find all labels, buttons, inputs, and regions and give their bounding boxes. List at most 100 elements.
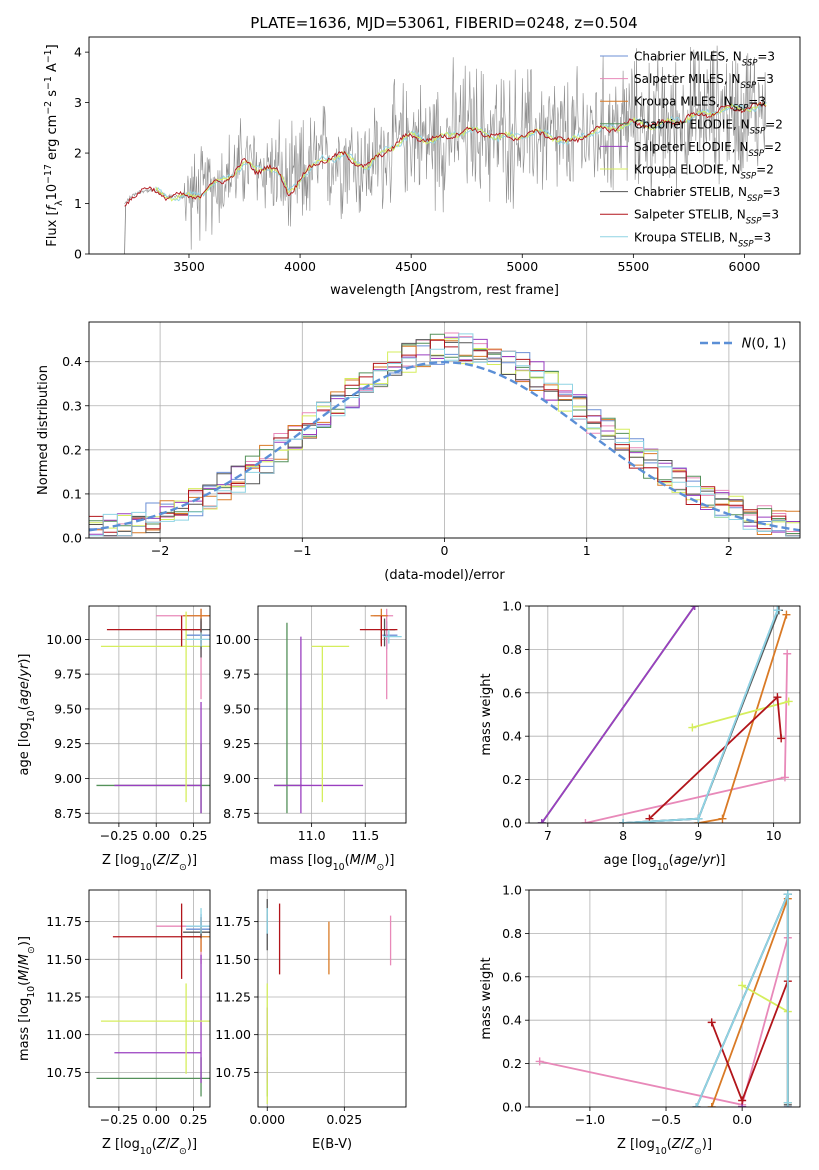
label-part: /	[17, 965, 32, 970]
legend-name: Chabrier MILES, N	[634, 50, 742, 64]
x-tick-label: −1.0	[575, 1112, 605, 1127]
label-part: /	[698, 853, 703, 868]
label-part: E(B-V)	[312, 1137, 352, 1152]
y-tick-label: 9.00	[54, 771, 82, 786]
legend-sub: SSP	[738, 239, 754, 249]
axes-residuals: −2 −1 0 1 2 0.0 0.1 0.2 0.3 0.4 (data-model)/error…	[36, 321, 801, 583]
x-tick-label: −0.25	[100, 828, 138, 843]
label-part: /	[166, 853, 171, 868]
y-tick-label: 0.2	[502, 1056, 522, 1071]
y-tick-label: 0.1	[62, 486, 82, 501]
legend-name: Chabrier ELODIE, N	[634, 117, 750, 131]
errorbar-kroupa-elodie	[100, 611, 210, 803]
legend-label-chabrier-miles: Chabrier MILES, NSSP=3	[634, 50, 775, 69]
label-part: f	[45, 203, 60, 210]
x-tick-label: 9	[694, 828, 702, 843]
y-axis-label: age [log10(age/yr)]	[17, 653, 37, 775]
label-part: 10	[655, 1146, 667, 1157]
y-tick-label: 4	[74, 45, 82, 60]
x-tick-label: 4000	[284, 259, 316, 274]
x-tick-label: 0.00	[142, 1112, 170, 1127]
x-tick-label: −1	[293, 543, 311, 558]
label-part: yr	[17, 662, 32, 678]
y-tick-label: 0	[74, 247, 82, 262]
y-tick-label: 11.00	[215, 1027, 251, 1042]
model-spectrum-line	[124, 101, 767, 207]
legend-name: Kroupa MILES, N	[634, 95, 733, 109]
x-tick-label: 11.0	[298, 828, 326, 843]
label-part: Z	[156, 853, 167, 868]
y-tick-label: 11.75	[46, 914, 82, 929]
legend-count: =3	[748, 95, 766, 109]
weight-series-kroupa-stelib	[692, 890, 792, 1107]
y-tick-label: 0.8	[502, 926, 522, 941]
label-part: 10	[140, 862, 152, 873]
weight-marker	[773, 606, 782, 615]
label-part: )]	[187, 853, 197, 868]
legend-count: =3	[763, 185, 781, 199]
x-tick-label: 0.025	[326, 1112, 362, 1127]
legend-name: Kroupa ELODIE, N	[634, 163, 741, 177]
label-part: Z [log	[102, 1137, 140, 1152]
label-part: Z [log	[617, 1137, 655, 1152]
x-tick-label: 5000	[506, 259, 538, 274]
label-part: Z	[671, 1137, 682, 1152]
x-axis-label: (data-model)/error	[384, 568, 505, 583]
y-tick-label: 1.0	[502, 883, 522, 898]
y-axis-label: mass weight	[479, 673, 494, 755]
axes-frame	[528, 605, 801, 824]
label-part: ⊙	[377, 862, 385, 873]
weight-marker	[707, 1018, 716, 1027]
plots-layer: 3500 4000 4500 5000 5500 6000 0 1 2 3 4 wavelength …	[17, 36, 801, 1157]
legend-sub: SSP	[741, 81, 757, 91]
y-tick-label: 8.75	[223, 806, 251, 821]
axes-frame	[257, 889, 407, 1108]
label-part: /	[361, 853, 366, 868]
label-part: M	[17, 970, 32, 981]
y-tick-label: 9.75	[54, 667, 82, 682]
label-part: (	[17, 981, 32, 986]
label-part: erg cm	[45, 115, 60, 164]
x-tick-label: −0.25	[100, 1112, 138, 1127]
x-axis-label: E(B-V)	[312, 1137, 352, 1152]
label-part: /	[17, 676, 32, 681]
weight-marker	[619, 819, 628, 823]
label-part: )]	[702, 1137, 712, 1152]
legend-name: Chabrier STELIB, N	[634, 185, 747, 199]
weight-series-kroupa-stelib	[619, 606, 782, 823]
legend-sub: SSP	[750, 126, 766, 136]
errorbar-salpeter-stelib	[359, 615, 398, 647]
axes-spectrum: 3500 4000 4500 5000 5500 6000 0 1 2 3 4 wavelength …	[43, 36, 801, 298]
errorbar-salpeter-elodie	[274, 636, 364, 814]
plot-area-residuals	[89, 332, 800, 537]
axes-age-vs-mass: 11.0 11.5 8.75 9.00 9.25 9.50 9.75 10.00 mass [l…	[215, 605, 407, 873]
legend-sub: SSP	[746, 217, 762, 227]
errorbar-kroupa-stelib	[186, 908, 210, 934]
label-part: Z	[169, 853, 180, 868]
y-tick-label: 0.0	[62, 531, 82, 546]
label-part: (	[669, 853, 674, 868]
label-part: )]	[187, 1137, 197, 1152]
x-axis-label: Z [log10(Z/Z⊙)]	[102, 1137, 197, 1157]
label-part: 10	[333, 862, 345, 873]
y-tick-label: 0.4	[502, 729, 522, 744]
weight-marker	[738, 981, 747, 990]
label-part: age [log	[17, 722, 32, 775]
errorbar-kroupa-elodie	[100, 983, 210, 1074]
axes-mass-vs-EBV: 0.000 0.025 10.75 11.00 11.25 11.50 11.75 E(B-V…	[215, 889, 407, 1152]
legend-label-normal: N(0, 1)	[742, 337, 787, 352]
x-tick-label: 6000	[729, 259, 761, 274]
legend-name: Salpeter STELIB, N	[634, 208, 746, 222]
legend-sub: SSP	[741, 172, 757, 182]
axes-frame	[88, 36, 801, 255]
legend-name: Salpeter MILES, N	[634, 72, 741, 86]
y-axis-label: Flux [fλ10−17 erg cm−2 s−1 A−1]	[43, 44, 65, 246]
model-spectrum-line	[155, 102, 767, 202]
weight-marker	[784, 697, 793, 706]
label-part: mass [log	[17, 998, 32, 1061]
label-part: )]	[384, 853, 394, 868]
x-tick-label: 0	[441, 543, 449, 558]
axes-frame	[88, 605, 211, 824]
